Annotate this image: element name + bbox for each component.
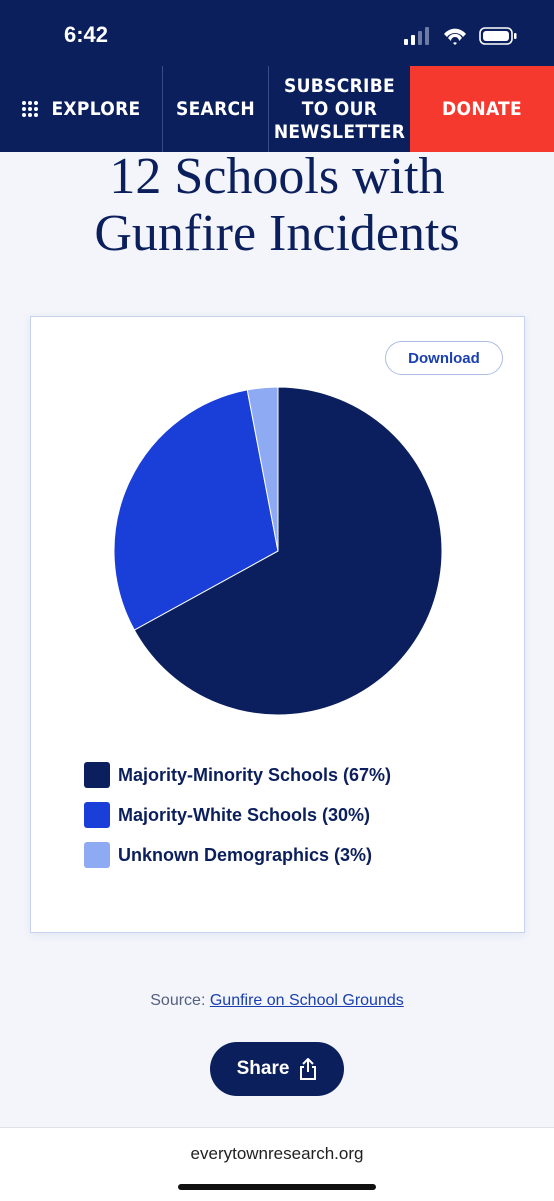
source-label: Source:	[150, 992, 206, 1009]
legend-entry: Unknown Demographics (3%)	[84, 842, 372, 868]
subscribe-button[interactable]: SUBSCRIBE TO OUR NEWSLETTER	[269, 66, 410, 152]
legend-swatch	[84, 842, 110, 868]
legend-label: Majority-White Schools (30%)	[118, 804, 371, 825]
explore-button[interactable]: EXPLORE	[0, 66, 162, 152]
legend-swatch	[84, 802, 110, 828]
subscribe-line: SUBSCRIBE	[284, 74, 395, 97]
legend-entry: Majority-White Schools (30%)	[84, 802, 370, 828]
legend-swatch	[84, 762, 110, 788]
legend-entry: Majority-Minority Schools (67%)	[84, 762, 391, 788]
explore-label: EXPLORE	[51, 97, 141, 120]
pie-slice	[113, 389, 279, 631]
divider	[268, 66, 269, 152]
legend-label: Majority-Minority Schools (67%)	[118, 764, 392, 785]
divider	[162, 66, 163, 152]
share-label: Share	[236, 1058, 290, 1079]
source-link[interactable]: Gunfire on School Grounds	[209, 992, 404, 1009]
pie-slice	[133, 386, 443, 716]
download-button[interactable]: Download	[385, 341, 503, 375]
heading-line: Gunfire Incidents	[94, 205, 460, 262]
home-indicator	[178, 1184, 376, 1190]
pie-slice	[246, 386, 279, 552]
heading-line: 12 Schools with	[109, 148, 445, 205]
time: 6:42	[64, 22, 109, 47]
chart-card: Download Majority-Minority Schools (67%)…	[30, 316, 525, 933]
legend-label: Unknown Demographics (3%)	[118, 844, 373, 865]
heading: 12 Schools with Gunfire Incidents	[0, 148, 554, 262]
subscribe-line: NEWSLETTER	[273, 120, 406, 143]
status-bar: 6:42	[0, 0, 554, 66]
url: everytownresearch.org	[190, 1144, 364, 1163]
subscribe-line: TO OUR	[301, 97, 378, 120]
nav-bar: EXPLORE SEARCH SUBSCRIBE TO OUR NEWSLETT…	[0, 66, 554, 152]
status-icons	[404, 27, 517, 45]
share-button[interactable]: Share	[210, 1042, 344, 1096]
source: Source: Gunfire on School Grounds	[0, 992, 554, 1010]
grid-icon	[22, 101, 39, 117]
pie-chart	[113, 386, 443, 716]
footer: everytownresearch.org	[0, 1127, 554, 1201]
donate-button[interactable]: DONATE	[410, 66, 554, 152]
share-icon	[300, 1058, 317, 1080]
search-button[interactable]: SEARCH	[175, 97, 256, 120]
